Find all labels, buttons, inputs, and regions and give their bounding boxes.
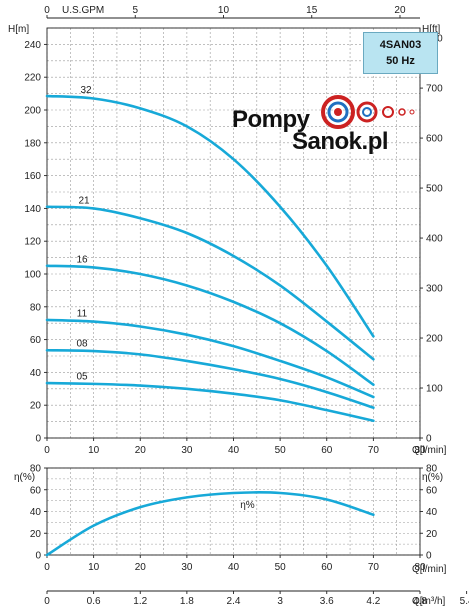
curve-stage-21 xyxy=(45,205,375,361)
tick-label-bottom: 40 xyxy=(228,445,240,456)
tick-label-left: 100 xyxy=(24,270,41,281)
axis-label-h-m: H[m] xyxy=(8,24,29,35)
curve-label-21: 21 xyxy=(78,195,90,206)
tick-label-m3h: 0 xyxy=(44,596,50,607)
curve-label-16: 16 xyxy=(76,254,88,265)
tick-label-top: 20 xyxy=(394,5,406,16)
tick-label-m3h: 3.6 xyxy=(320,596,334,607)
logo-text-pompy: Pompy xyxy=(232,106,310,133)
tick-label-right: 400 xyxy=(426,234,443,245)
curve-label-efficiency: η% xyxy=(240,500,255,511)
curve-stage-05 xyxy=(45,381,375,423)
tick-label-bottom: 20 xyxy=(135,445,147,456)
curve-label-08: 08 xyxy=(76,339,88,350)
tick-label-left: 240 xyxy=(24,40,41,51)
tick-label-right: 500 xyxy=(426,184,443,195)
curve-efficiency xyxy=(45,491,375,557)
tick-label-right: 0 xyxy=(426,434,432,445)
tick-label-left: 80 xyxy=(30,302,42,313)
eff-tick-label-bottom: 80 xyxy=(414,562,426,573)
tick-label-m3h: 1.8 xyxy=(180,596,194,607)
axis-label-eta-left: η(%) xyxy=(14,472,35,483)
tick-label-left: 180 xyxy=(24,138,41,149)
eff-tick-label-right: 60 xyxy=(426,485,438,496)
tick-label-bottom: 10 xyxy=(88,445,100,456)
eff-tick-label-left: 0 xyxy=(35,551,41,562)
tick-label-right: 700 xyxy=(426,84,443,95)
curve-label-11: 11 xyxy=(77,308,88,319)
tick-label-left: 200 xyxy=(24,106,41,117)
curve-label-layer: 32 21 16 11 08 05 η% xyxy=(76,85,254,511)
tick-label-right: 100 xyxy=(426,384,443,395)
tick-label-left: 160 xyxy=(24,171,41,182)
eff-tick-label-left: 40 xyxy=(30,507,42,518)
eff-tick-label-bottom: 40 xyxy=(228,562,240,573)
tick-label-m3h: 2.4 xyxy=(227,596,241,607)
tick-label-bottom: 60 xyxy=(321,445,333,456)
tick-label-m3h: 4.2 xyxy=(366,596,380,607)
tick-label-left: 140 xyxy=(24,204,41,215)
axis-label-gpm: U.S.GPM xyxy=(62,5,104,16)
axis-label-eta-right: η(%) xyxy=(422,472,443,483)
eff-tick-label-bottom: 20 xyxy=(135,562,147,573)
axis-label-h-ft: H[ft] xyxy=(422,24,441,35)
axis-label-q-lmin: Q[l/min] xyxy=(412,445,447,456)
model-info-box: 4SAN03 50 Hz xyxy=(363,32,438,74)
eff-tick-label-bottom: 60 xyxy=(321,562,333,573)
curve-layer xyxy=(45,94,375,557)
eff-tick-label-right: 80 xyxy=(426,464,438,475)
tick-label-right: 600 xyxy=(426,134,443,145)
eff-tick-label-bottom: 50 xyxy=(275,562,287,573)
tick-label-bottom: 0 xyxy=(44,445,50,456)
tick-label-m3h: 5.4 xyxy=(460,596,469,607)
eff-tick-label-bottom: 10 xyxy=(88,562,100,573)
eff-tick-label-bottom: 30 xyxy=(181,562,193,573)
model-name: 4SAN03 xyxy=(379,39,422,51)
tick-label-left: 120 xyxy=(24,237,41,248)
axis-label-q-m3h: Q[m³/h] xyxy=(412,596,446,607)
eff-tick-label-left: 80 xyxy=(30,464,42,475)
model-frequency: 50 Hz xyxy=(386,55,415,67)
curve-label-05: 05 xyxy=(76,371,88,382)
tick-label-m3h: 1.2 xyxy=(133,596,147,607)
curve-stage-11 xyxy=(45,318,375,399)
tick-label-m3h: 0.6 xyxy=(87,596,101,607)
tick-label-m3h: 3 xyxy=(277,596,283,607)
logo-swirl-icon xyxy=(321,95,415,129)
eff-tick-label-bottom: 0 xyxy=(44,562,50,573)
eff-tick-label-right: 40 xyxy=(426,507,438,518)
tick-label-bottom: 30 xyxy=(181,445,193,456)
eff-tick-label-right: 20 xyxy=(426,529,438,540)
tick-label-top: 0 xyxy=(44,5,50,16)
tick-label-bottom: 50 xyxy=(275,445,287,456)
tick-label-top: 15 xyxy=(306,5,318,16)
tick-label-left: 0 xyxy=(35,434,41,445)
curve-label-32: 32 xyxy=(80,85,92,96)
tick-label-left: 40 xyxy=(30,368,42,379)
tick-label-left: 20 xyxy=(30,401,42,412)
eff-tick-label-bottom: 70 xyxy=(368,562,380,573)
eff-tick-label-left: 20 xyxy=(30,529,42,540)
tick-label-top: 5 xyxy=(132,5,138,16)
axis-label-q-lmin-2: Q[l/min] xyxy=(412,564,447,575)
curve-stage-32 xyxy=(45,94,375,338)
tick-label-top: 10 xyxy=(218,5,230,16)
eff-tick-label-left: 60 xyxy=(30,485,42,496)
tick-label-left: 220 xyxy=(24,73,41,84)
pompysanok-logo: Pompy Sanok.pl xyxy=(232,94,422,160)
logo-text-sanok: Sanok.pl xyxy=(292,128,389,155)
curve-stage-16 xyxy=(45,264,375,386)
tick-label-m3h: 4.8 xyxy=(413,596,427,607)
eff-tick-label-right: 0 xyxy=(426,551,432,562)
tick-label-right: 300 xyxy=(426,284,443,295)
tick-label-left: 60 xyxy=(30,335,42,346)
curve-stage-08 xyxy=(45,348,375,409)
tick-label-right: 200 xyxy=(426,334,443,345)
tick-label-bottom: 70 xyxy=(368,445,380,456)
tick-label-bottom: 80 xyxy=(414,445,426,456)
